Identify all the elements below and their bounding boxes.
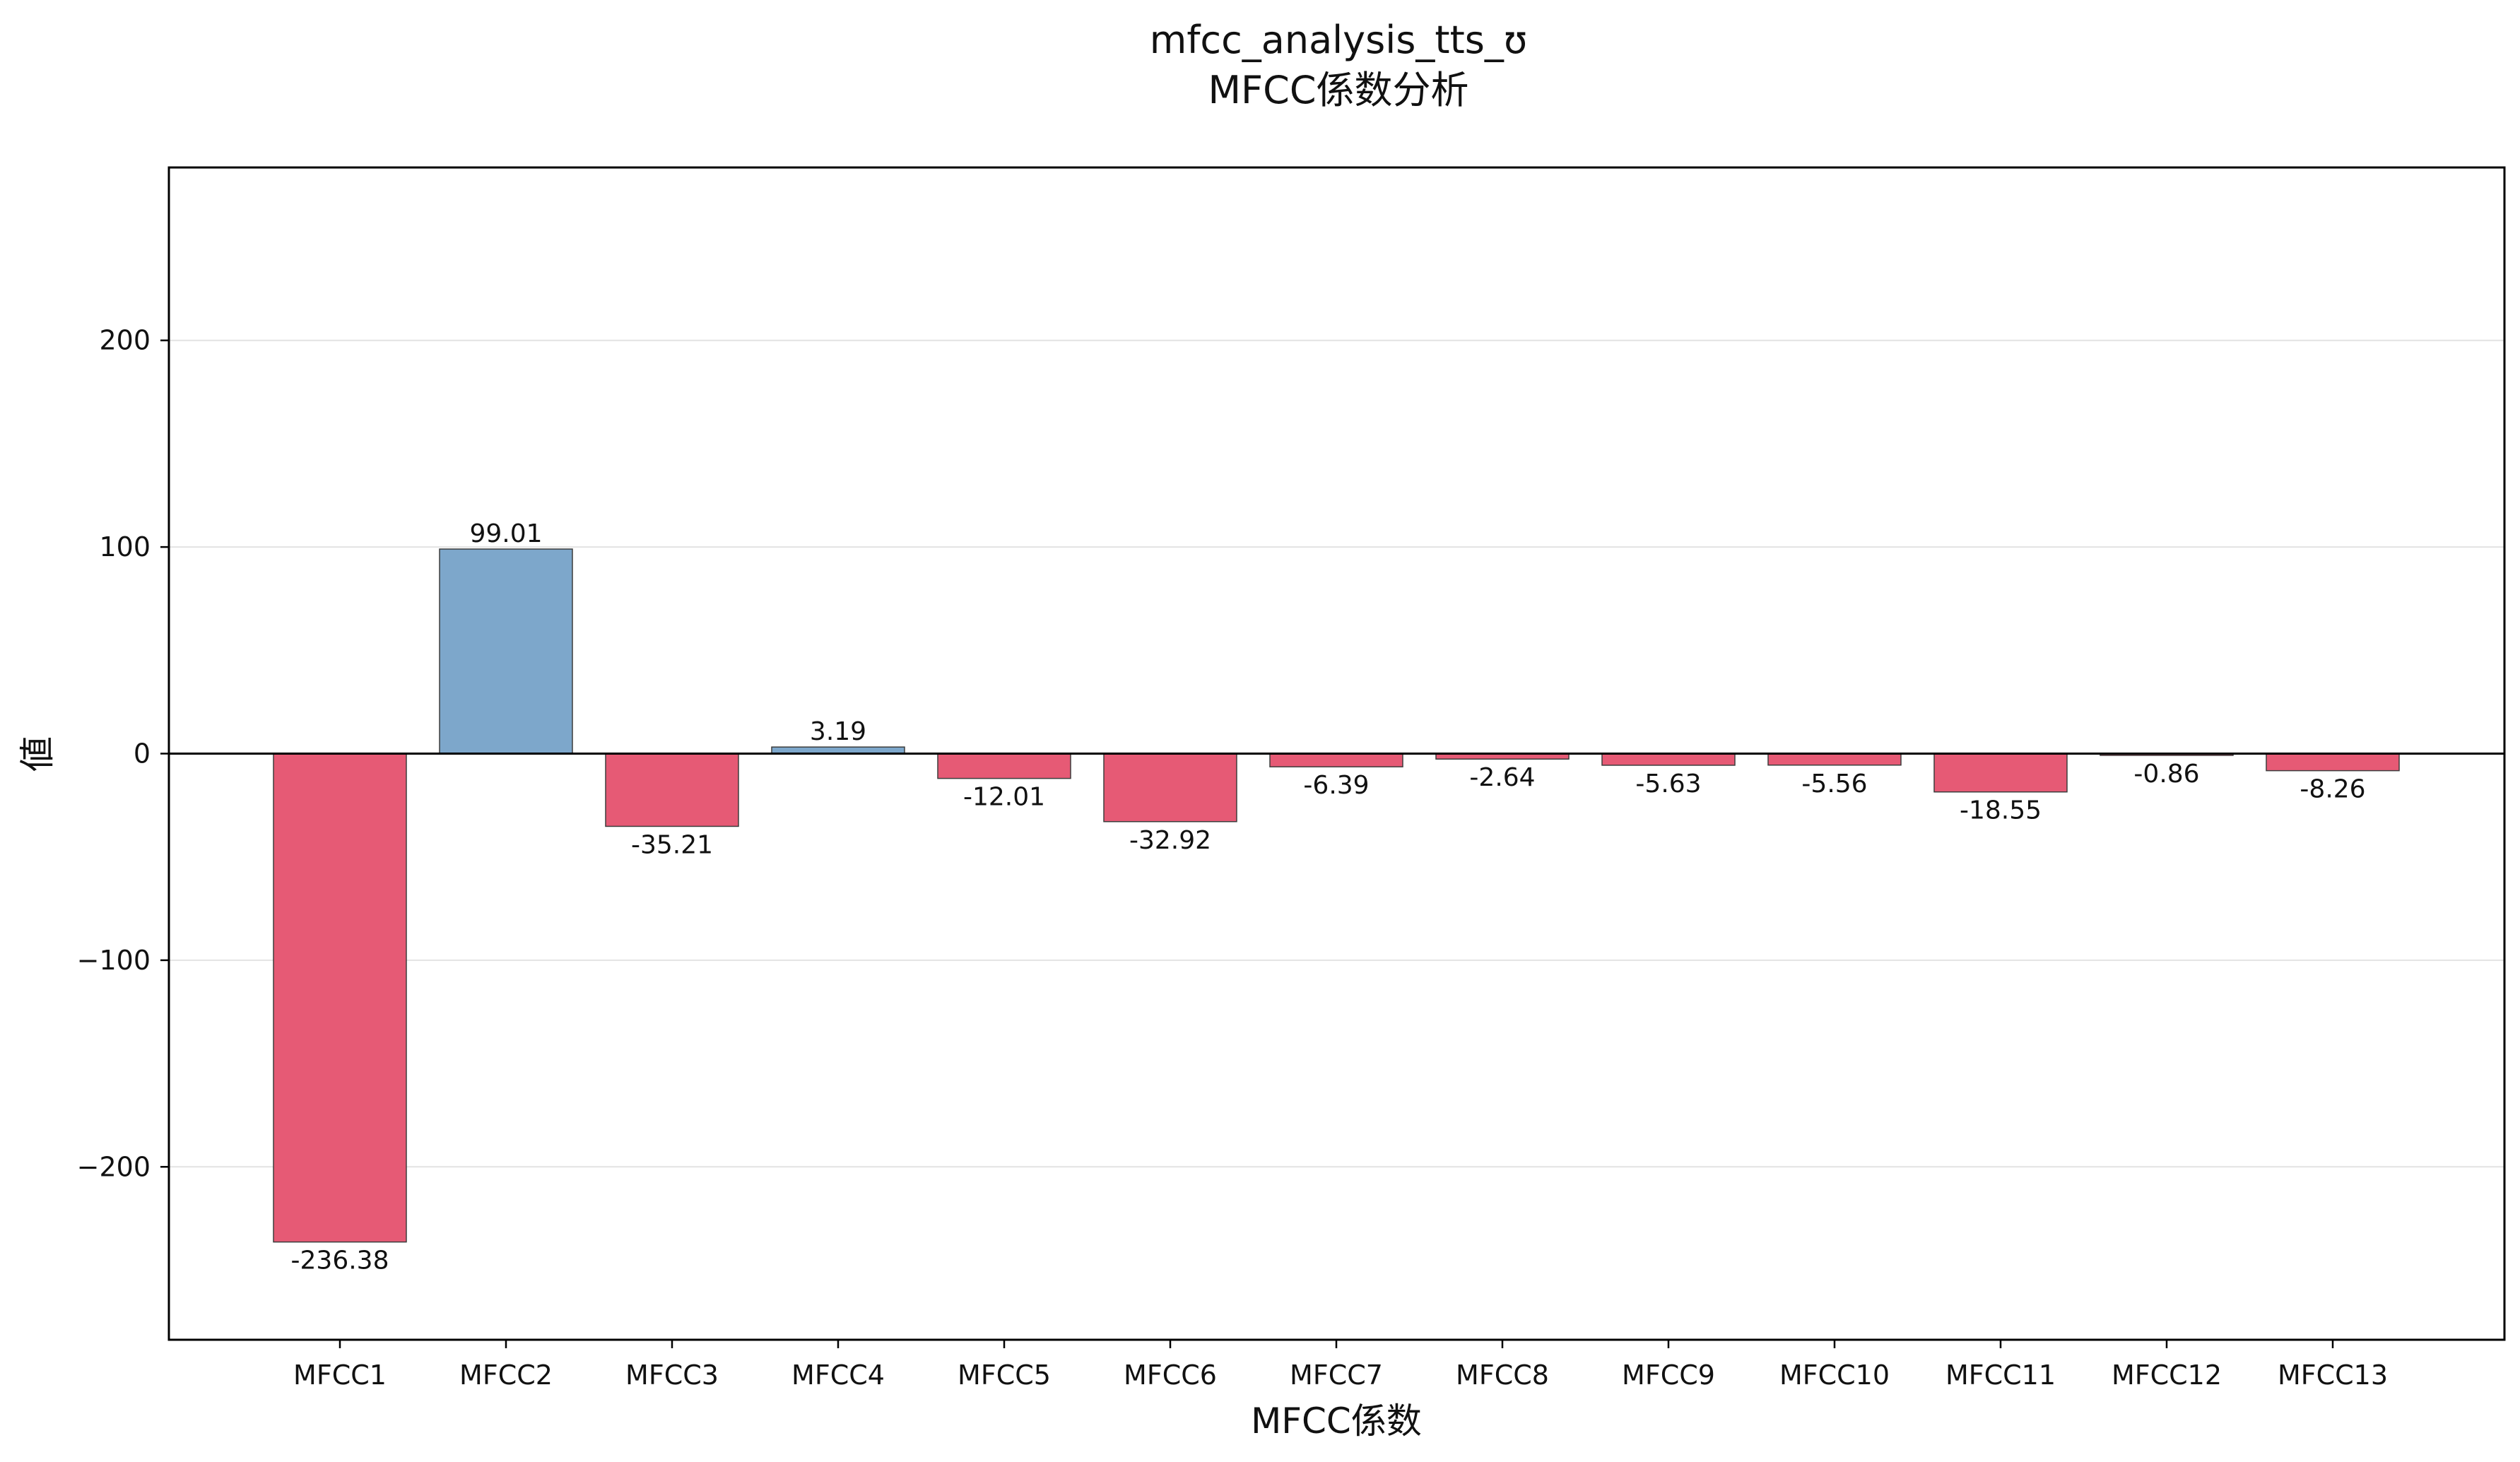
bar-mfcc7: [1269, 753, 1403, 767]
data-label: -18.55: [1960, 796, 2042, 825]
x-tick-label: MFCC4: [791, 1360, 885, 1391]
y-tick-label: −100: [77, 945, 151, 976]
x-tick-label: MFCC9: [1622, 1360, 1715, 1391]
data-label: -6.39: [1303, 771, 1369, 800]
data-label: -12.01: [963, 783, 1045, 812]
x-tick-label: MFCC8: [1456, 1360, 1549, 1391]
y-tick-label: 200: [99, 325, 151, 356]
chart-title: mfcc_analysis_tts_ʊ: [1150, 18, 1527, 62]
x-tick-label: MFCC10: [1779, 1360, 1890, 1391]
x-tick-label: MFCC2: [459, 1360, 553, 1391]
bars: [273, 548, 2400, 1243]
x-tick-label: MFCC7: [1290, 1360, 1383, 1391]
data-labels: -236.38 99.01 -35.21 3.19 -12.01 -32.92 -6.39 -…: [291, 519, 2366, 1275]
data-label: -35.21: [631, 830, 713, 859]
data-label: -236.38: [291, 1246, 389, 1275]
x-tick-label: MFCC12: [2112, 1360, 2222, 1391]
bar-mfcc2: [439, 548, 573, 755]
x-tick-label: MFCC6: [1124, 1360, 1217, 1391]
y-axis-label: 値: [17, 736, 58, 772]
chart-subtitle: MFCC係数分析: [1208, 68, 1468, 112]
data-label: -2.64: [1469, 763, 1535, 792]
bar-mfcc1: [273, 753, 407, 1243]
x-tick-label: MFCC11: [1945, 1360, 2056, 1391]
x-tick-label: MFCC3: [625, 1360, 719, 1391]
data-label: 3.19: [810, 717, 866, 746]
data-label: -5.56: [1801, 770, 1867, 798]
y-axis-ticks: −200 −100 0 100 200: [77, 325, 169, 1182]
x-tick-label: MFCC13: [2278, 1360, 2388, 1391]
data-label: -32.92: [1129, 826, 1211, 855]
x-tick-label: MFCC5: [958, 1360, 1051, 1391]
data-label: -8.26: [2300, 775, 2365, 804]
x-axis-ticks: MFCC1 MFCC2 MFCC3 MFCC4 MFCC5 MFCC6 MFCC7 MFCC8…: [293, 1340, 2388, 1391]
x-axis-label: MFCC係数: [1251, 1401, 1422, 1442]
bar-mfcc3: [605, 753, 739, 827]
bar-mfcc10: [1767, 753, 1902, 766]
plot-frame: [167, 166, 2506, 1341]
y-tick-label: −200: [77, 1151, 151, 1182]
bar-mfcc11: [1933, 753, 2068, 793]
bar-mfcc9: [1601, 753, 1736, 766]
x-tick-label: MFCC1: [293, 1360, 387, 1391]
bar-mfcc13: [2266, 753, 2400, 772]
bar-mfcc6: [1103, 753, 1237, 823]
data-label: -0.86: [2133, 760, 2199, 789]
data-label: 99.01: [469, 519, 542, 548]
bar-mfcc5: [937, 753, 1071, 779]
y-tick-label: 100: [99, 531, 151, 562]
data-label: -5.63: [1635, 770, 1701, 798]
y-tick-label: 0: [134, 738, 151, 770]
